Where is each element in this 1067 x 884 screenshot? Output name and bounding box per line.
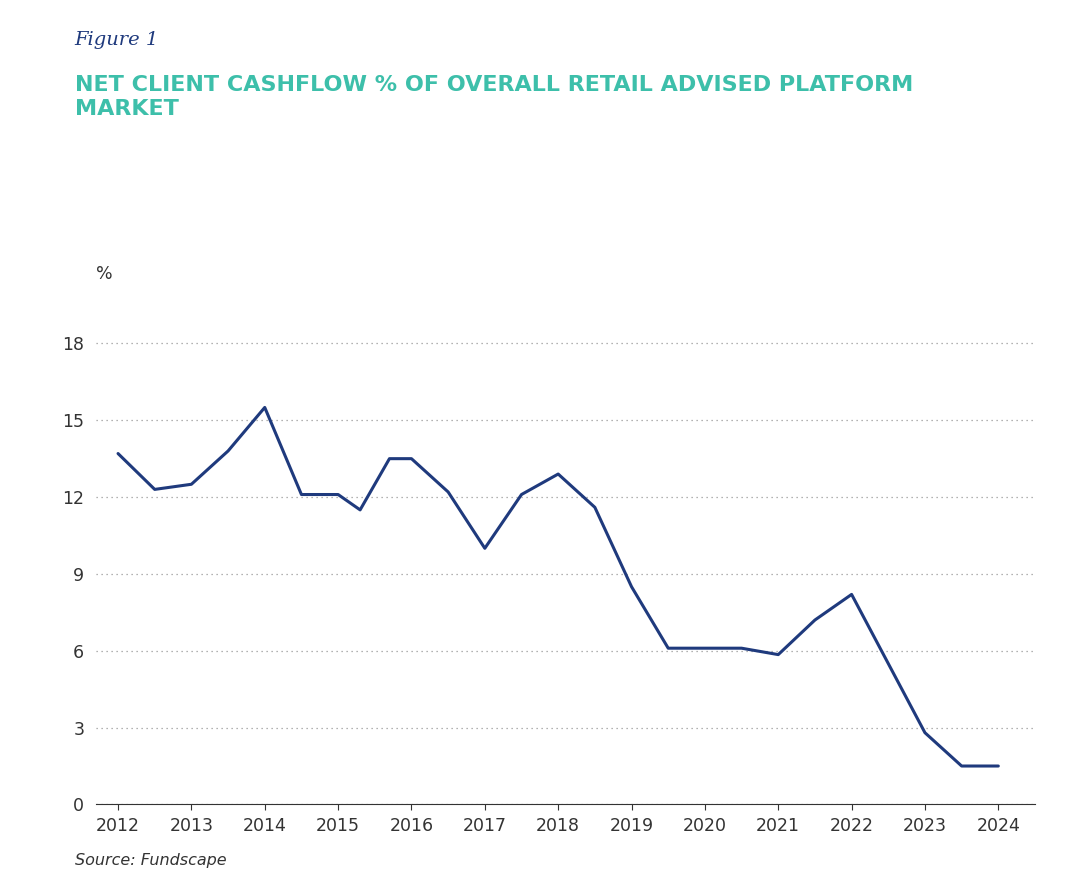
- Text: Figure 1: Figure 1: [75, 31, 159, 49]
- Text: NET CLIENT CASHFLOW % OF OVERALL RETAIL ADVISED PLATFORM
MARKET: NET CLIENT CASHFLOW % OF OVERALL RETAIL …: [75, 75, 913, 119]
- Text: %: %: [96, 264, 113, 283]
- Text: Source: Fundscape: Source: Fundscape: [75, 853, 226, 868]
